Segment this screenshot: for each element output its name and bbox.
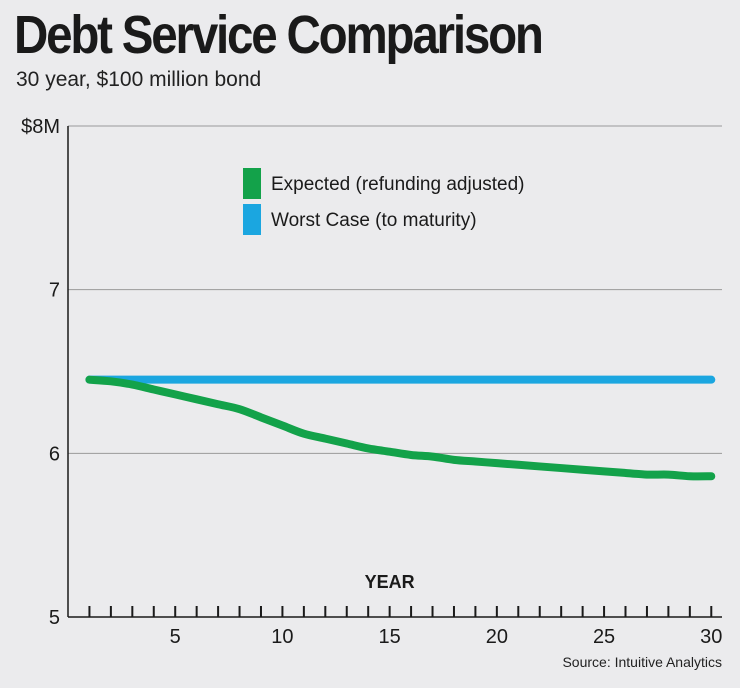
x-tick-label: 30	[700, 626, 722, 648]
legend: Expected (refunding adjusted) Worst Case …	[243, 168, 525, 235]
x-tick-label: 5	[170, 626, 181, 648]
legend-swatch-worst-case-to-maturity	[243, 204, 261, 235]
y-tick-label: 7	[49, 280, 60, 302]
axis-labels: $8M 7 6 5 5 10 15 20 25 30 YEAR	[21, 116, 722, 648]
legend-label-expected-refunding-adjusted: Expected (refunding adjusted)	[271, 174, 525, 195]
y-tick-label: 5	[49, 607, 60, 629]
chart-title: Debt Service Comparison	[14, 5, 544, 65]
axes	[67, 126, 722, 618]
series-lines	[85, 375, 716, 481]
x-axis-title: YEAR	[365, 572, 415, 592]
chart-subtitle: 30 year, $100 million bond	[16, 68, 262, 91]
series-line-expected-refunding-adjusted	[85, 375, 716, 481]
y-tick-label: 6	[49, 443, 60, 465]
x-tick-label: 15	[379, 626, 401, 648]
x-tick-label: 10	[271, 626, 293, 648]
legend-label-worst-case-to-maturity: Worst Case (to maturity)	[271, 210, 477, 231]
source-note: Source: Intuitive Analytics	[562, 654, 722, 670]
legend-swatch-expected-refunding-adjusted	[243, 168, 261, 199]
y-tick-label: $8M	[21, 116, 60, 138]
x-tick-label: 25	[593, 626, 615, 648]
x-tick-label: 20	[486, 626, 508, 648]
